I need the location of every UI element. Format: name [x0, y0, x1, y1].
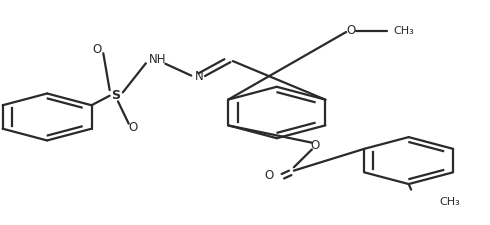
Text: CH₃: CH₃ [440, 197, 461, 207]
Text: N: N [195, 70, 204, 83]
Text: NH: NH [149, 54, 167, 66]
Text: CH₃: CH₃ [393, 26, 414, 36]
Text: O: O [128, 121, 137, 133]
Text: O: O [310, 139, 319, 152]
Text: S: S [111, 89, 120, 102]
Text: O: O [346, 24, 356, 37]
Text: O: O [265, 169, 274, 182]
Text: O: O [92, 43, 101, 56]
